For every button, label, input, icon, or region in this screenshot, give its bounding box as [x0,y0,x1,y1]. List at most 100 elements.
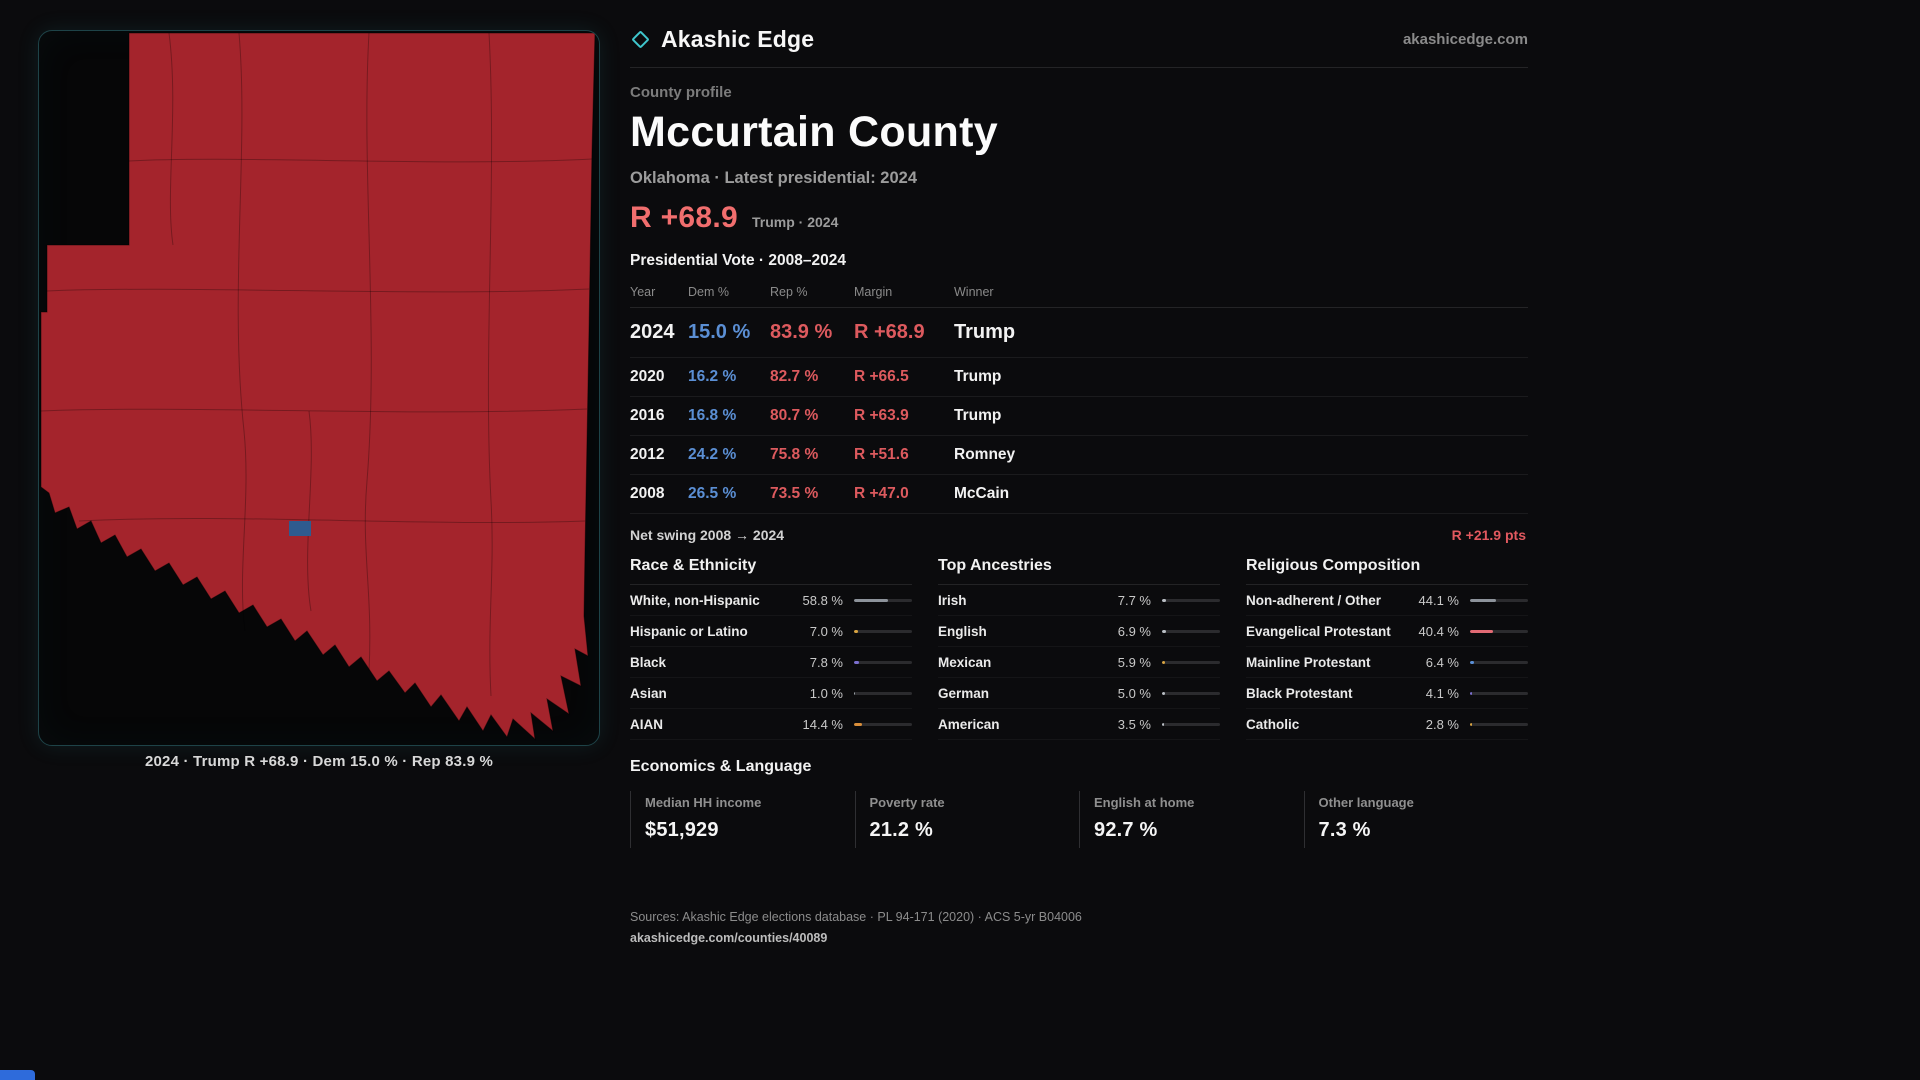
bottom-left-accent [0,1070,35,1080]
table-row: 2012 24.2 % 75.8 % R +51.6 Romney [630,436,1528,475]
list-item: Mainline Protestant 6.4 % [1246,647,1528,678]
headline-margin-row: R +68.9 Trump · 2024 [630,201,1528,235]
col-rep: Rep % [770,285,808,299]
cell-winner: Trump [954,368,1002,385]
cell-year: 2008 [630,485,665,502]
demo-value: 14.4 % [802,717,843,732]
demo-bar [1162,723,1220,726]
map-caption: 2024 · Trump R +68.9 · Dem 15.0 % · Rep … [144,753,494,770]
cell-dem: 16.2 % [688,368,737,385]
column-title: Race & Ethnicity [630,557,912,585]
county-subtitle: Oklahoma · Latest presidential: 2024 [630,169,918,187]
cell-winner: Romney [954,446,1016,463]
cell-year: 2016 [630,407,665,424]
list-item: American 3.5 % [938,709,1220,740]
demo-label: Black Protestant [1246,686,1353,701]
demo-bar [1470,692,1528,695]
demo-label: Evangelical Protestant [1246,624,1391,639]
vote-table: Year Dem % Rep % Margin Winner 2024 15.0… [630,279,1528,514]
list-item: AIAN 14.4 % [630,709,912,740]
demo-value: 7.0 % [809,624,843,639]
cell-dem: 16.8 % [688,407,737,424]
ancestries-column: Top Ancestries Irish 7.7 % English 6.9 %… [938,557,1220,740]
demo-label: Hispanic or Latino [630,624,748,639]
demo-value: 6.9 % [1117,624,1151,639]
demo-value: 2.8 % [1425,717,1459,732]
demo-value: 5.9 % [1117,655,1151,670]
cell-dem: 24.2 % [688,446,737,463]
footer: Sources: Akashic Edge elections database… [630,910,1528,945]
cell-margin: R +47.0 [854,485,909,502]
cell-year: 2024 [630,321,675,343]
cell-rep: 73.5 % [770,485,819,502]
cell-rep: 83.9 % [770,321,833,343]
list-item: Evangelical Protestant 40.4 % [1246,616,1528,647]
list-item: Asian 1.0 % [630,678,912,709]
demo-value: 44.1 % [1418,593,1459,608]
economics-title: Economics & Language [630,758,812,775]
demo-bar [1162,599,1220,602]
brand-name: Akashic Edge [661,25,815,52]
table-row: 2008 26.5 % 73.5 % R +47.0 McCain [630,475,1528,514]
headline-margin-note: Trump · 2024 [752,214,839,230]
highlighted-precinct [289,521,311,536]
vote-table-title: Presidential Vote · 2008–2024 [630,252,846,269]
cell-dem: 26.5 % [688,485,737,502]
vote-table-header: Year Dem % Rep % Margin Winner [630,279,1528,308]
headline-margin-value: R +68.9 [630,201,739,234]
demo-label: Non-adherent / Other [1246,593,1382,608]
demo-bar [854,692,912,695]
cell-rep: 80.7 % [770,407,819,424]
cell-margin: R +63.9 [854,407,909,424]
permalink[interactable]: akashicedge.com/counties/40089 [630,931,828,945]
precinct-boundaries [40,32,593,697]
cell-margin: R +68.9 [854,321,925,343]
list-item: Irish 7.7 % [938,585,1220,616]
header-divider [630,67,1528,68]
col-dem: Dem % [688,285,729,299]
col-year: Year [630,285,656,299]
religion-column: Religious Composition Non-adherent / Oth… [1246,557,1528,740]
table-row: 2020 16.2 % 82.7 % R +66.5 Trump [630,358,1528,397]
cell-rep: 82.7 % [770,368,819,385]
demo-label: Irish [938,593,967,608]
demo-value: 7.8 % [809,655,843,670]
stat-english-at-home: English at home 92.7 % [1079,791,1304,848]
demo-label: Black [630,655,667,670]
cell-dem: 15.0 % [688,321,751,343]
brand-diamond-icon [631,29,650,49]
county-map-panel [38,30,600,746]
demo-bar [854,630,912,633]
demo-value: 7.7 % [1117,593,1151,608]
demo-label: English [938,624,987,639]
stat-label: English at home [1094,795,1195,810]
stat-value: 92.7 % [1094,819,1158,841]
demo-label: American [938,717,1000,732]
demo-bar [1470,661,1528,664]
list-item: Non-adherent / Other 44.1 % [1246,585,1528,616]
demo-value: 1.0 % [809,686,843,701]
table-row: 2016 16.8 % 80.7 % R +63.9 Trump [630,397,1528,436]
stat-label: Other language [1318,795,1414,810]
cell-year: 2012 [630,446,665,463]
list-item: German 5.0 % [938,678,1220,709]
column-title: Top Ancestries [938,557,1220,585]
stat-label: Median HH income [645,795,762,810]
demo-label: Mainline Protestant [1246,655,1371,670]
race-ethnicity-column: Race & Ethnicity White, non-Hispanic 58.… [630,557,912,740]
demo-value: 40.4 % [1418,624,1459,639]
brand-domain-link[interactable]: akashicedge.com [1402,30,1528,48]
stat-poverty-rate: Poverty rate 21.2 % [854,791,1080,848]
demo-bar [854,661,912,664]
cell-winner: Trump [954,407,1002,424]
list-item: Black Protestant 4.1 % [1246,678,1528,709]
county-shape [40,32,596,741]
cell-winner: McCain [954,485,1010,502]
demo-label: Asian [630,686,667,701]
demo-bar [1162,630,1220,633]
demo-value: 6.4 % [1425,655,1459,670]
list-item: Hispanic or Latino 7.0 % [630,616,912,647]
list-item: Mexican 5.9 % [938,647,1220,678]
demo-bar [1470,723,1528,726]
stat-value: 21.2 % [869,819,933,841]
